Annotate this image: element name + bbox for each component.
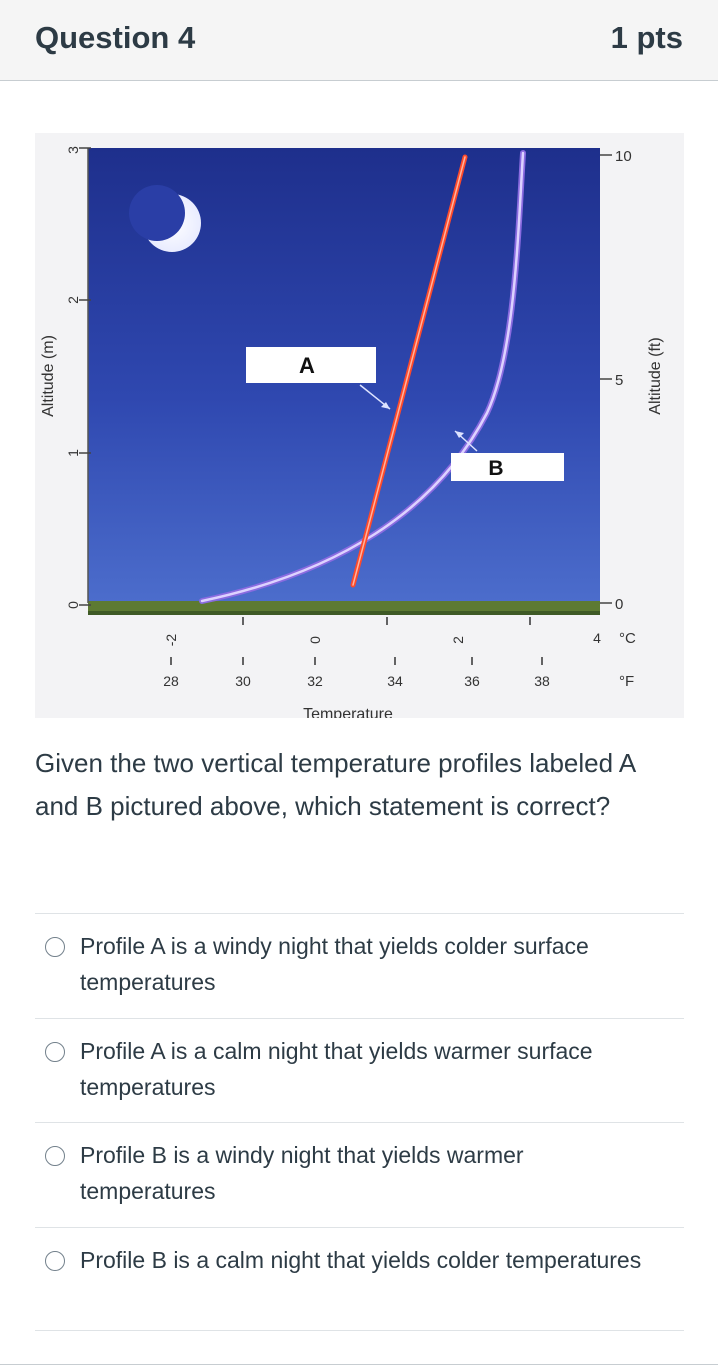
fahrenheit-tick-38: 38 xyxy=(534,673,550,689)
celsius-tick-neg2: -2 xyxy=(163,634,179,647)
profile-b-curve xyxy=(200,151,525,603)
question-points: 1 pts xyxy=(610,20,683,55)
answer-label[interactable]: Profile B is a calm night that yields co… xyxy=(80,1246,642,1273)
right-axis-title: Altitude (ft) xyxy=(647,337,664,414)
bottom-divider xyxy=(0,1364,718,1365)
right-tick-5: 5 xyxy=(615,372,623,389)
label-a-box xyxy=(246,347,376,383)
answer-option-1[interactable]: Profile A is a windy night that yields c… xyxy=(35,913,684,1018)
answer-label[interactable]: Profile A is a calm night that yields wa… xyxy=(80,1037,593,1100)
right-tick-0: 0 xyxy=(615,596,623,613)
fahrenheit-tick-36: 36 xyxy=(464,673,480,689)
fahrenheit-tick-30: 30 xyxy=(235,673,251,689)
radio-button-icon[interactable] xyxy=(45,1041,65,1062)
temperature-profile-figure: 3 2 1 0 Altitude (m) 10 5 0 Altitude (ft… xyxy=(35,133,684,723)
label-a: A xyxy=(299,353,315,378)
celsius-tick-4: 4 xyxy=(593,630,601,646)
ground xyxy=(88,601,600,613)
radio-button-icon[interactable] xyxy=(45,937,65,957)
left-tick-3: 3 xyxy=(65,146,81,154)
radio-button-icon[interactable] xyxy=(45,1250,65,1271)
fahrenheit-tick-28: 28 xyxy=(163,673,179,689)
answer-option-4[interactable]: Profile B is a calm night that yields co… xyxy=(35,1226,684,1331)
moon-icon xyxy=(129,185,201,252)
fahrenheit-unit: °F xyxy=(619,673,634,690)
celsius-tick-2: 2 xyxy=(450,636,466,644)
answer-option-3[interactable]: Profile B is a windy night that yields w… xyxy=(35,1122,684,1227)
fahrenheit-tick-32: 32 xyxy=(307,673,323,689)
answer-option-2[interactable]: Profile A is a calm night that yields wa… xyxy=(35,1017,684,1123)
question-title: Question 4 xyxy=(35,20,196,55)
x-axis-title: Temperature xyxy=(303,706,393,718)
left-tick-0: 0 xyxy=(65,601,81,609)
right-tick-10: 10 xyxy=(615,148,632,165)
fahrenheit-tick-34: 34 xyxy=(387,673,403,689)
question-header: Question 4 1 pts xyxy=(0,0,718,81)
left-tick-2: 2 xyxy=(65,296,81,304)
answer-list: Profile A is a windy night that yields c… xyxy=(35,913,684,1331)
celsius-unit: °C xyxy=(619,630,636,647)
radio-button-icon[interactable] xyxy=(45,1146,65,1166)
left-axis-title: Altitude (m) xyxy=(40,335,57,417)
question-text: Given the two vertical temperature profi… xyxy=(35,748,635,821)
label-b: B xyxy=(488,457,503,480)
celsius-tick-0: 0 xyxy=(307,636,323,644)
label-b-box xyxy=(451,453,564,481)
left-tick-1: 1 xyxy=(65,449,81,457)
answer-label[interactable]: Profile B is a windy night that yields w… xyxy=(80,1142,524,1204)
answer-label[interactable]: Profile A is a windy night that yields c… xyxy=(80,933,589,995)
